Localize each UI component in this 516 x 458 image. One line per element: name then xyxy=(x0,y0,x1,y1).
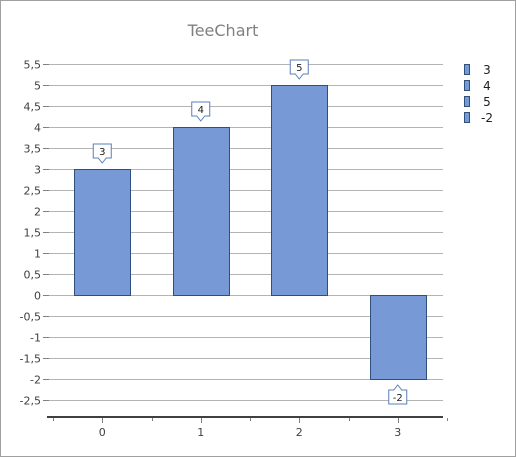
legend-swatch xyxy=(464,64,470,75)
data-labels: 3 4 5 -2 xyxy=(92,59,408,405)
legend: 3 4 5 -2 xyxy=(464,63,493,125)
legend-swatch xyxy=(464,112,470,123)
bar xyxy=(173,127,230,296)
y-axis: 5,5 5 4,5 4 3,5 3 2,5 2 1,5 1 0,5 0 -0,5 -1 -1,5 -2 -2,5 xyxy=(20,59,49,408)
legend-entry: -2 xyxy=(481,111,493,125)
data-label-text: 3 xyxy=(99,147,105,158)
data-label-text: 5 xyxy=(296,63,302,74)
legend-swatch xyxy=(464,96,470,107)
y-tick-label: 5,5 xyxy=(24,59,42,72)
y-tick-label: 1,5 xyxy=(24,227,42,240)
y-tick-label: 1 xyxy=(34,248,41,261)
legend-entry: 3 xyxy=(483,63,491,77)
y-tick-label: 2,5 xyxy=(24,185,42,198)
y-tick-label: -1 xyxy=(30,332,41,345)
y-tick-label: -2 xyxy=(30,374,41,387)
y-tick-label: -2,5 xyxy=(20,395,41,408)
chart-title: TeeChart xyxy=(187,21,259,40)
y-tick-label: 4 xyxy=(34,122,41,135)
data-label: -2 xyxy=(388,384,408,405)
y-tick-label: 4,5 xyxy=(24,101,42,114)
x-axis: 0 1 2 3 xyxy=(47,416,448,439)
y-tick-label: 5 xyxy=(34,80,41,93)
x-tick-label: 1 xyxy=(197,426,204,439)
y-tick-label: -1,5 xyxy=(20,353,41,366)
bar xyxy=(370,295,427,380)
data-label-text: 4 xyxy=(198,105,204,116)
data-label: 3 xyxy=(92,143,112,164)
data-label-box xyxy=(92,143,112,164)
legend-entry: 5 xyxy=(483,95,491,109)
legend-swatch xyxy=(464,80,470,91)
bars xyxy=(74,85,427,380)
y-tick-label: 0 xyxy=(34,290,41,303)
legend-entry: 4 xyxy=(483,79,491,93)
data-label-box xyxy=(388,384,408,405)
y-tick-label: -0,5 xyxy=(20,311,41,324)
y-tick-label: 0,5 xyxy=(24,269,42,282)
data-label-text: -2 xyxy=(393,393,403,404)
data-label: 5 xyxy=(289,59,309,80)
data-label: 4 xyxy=(191,101,211,122)
y-tick-label: 2 xyxy=(34,206,41,219)
y-tick-label: 3 xyxy=(34,164,41,177)
x-tick-label: 2 xyxy=(296,426,303,439)
x-tick-label: 0 xyxy=(99,426,106,439)
y-tick-label: 3,5 xyxy=(24,143,42,156)
bar xyxy=(74,169,131,296)
data-label-box xyxy=(191,101,211,122)
data-label-box xyxy=(289,59,309,80)
bar xyxy=(271,85,328,296)
x-tick-label: 3 xyxy=(394,426,401,439)
